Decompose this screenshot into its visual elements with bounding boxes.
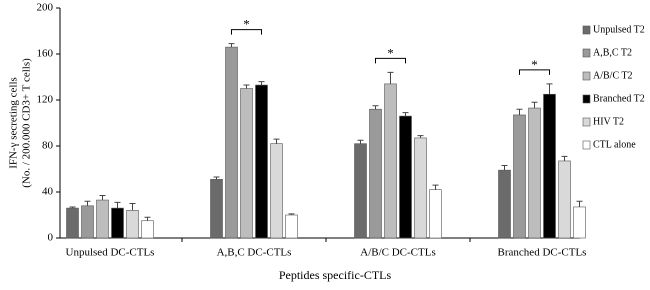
error-bar [561, 155, 568, 161]
error-bar [84, 200, 91, 206]
error-bar [114, 201, 121, 209]
bar [126, 210, 139, 239]
bar [210, 179, 223, 239]
y-tick-label: 160 [37, 48, 54, 60]
legend-label: Unpulsed T2 [593, 24, 645, 35]
legend-swatch [582, 48, 591, 58]
error-bar [531, 101, 538, 109]
y-tick-label: 120 [37, 94, 54, 106]
legend-swatch [582, 25, 591, 35]
error-bar [402, 112, 409, 117]
error-bar [99, 194, 106, 201]
significance-bracket [231, 29, 262, 35]
legend-label: A/B/C T2 [593, 70, 633, 81]
x-tick-label: Unpulsed DC-CTLs [66, 247, 155, 259]
bar [225, 46, 238, 239]
y-axis-label-line: IFN-γ secreting cells [8, 77, 20, 169]
y-tick-label: 200 [37, 2, 54, 14]
bar [513, 114, 526, 239]
bar [429, 189, 442, 239]
bar [558, 160, 571, 239]
error-bar [387, 71, 394, 84]
legend-label: Branched T2 [593, 93, 645, 104]
significance-mark: * [531, 57, 538, 72]
y-tick-label: 40 [42, 186, 54, 198]
bar [285, 214, 298, 239]
legend-swatch [582, 140, 591, 150]
bar [141, 220, 154, 239]
legend-swatch [582, 94, 591, 104]
error-bar [228, 43, 235, 48]
error-bar [516, 108, 523, 115]
error-bar [501, 165, 508, 171]
bar [414, 137, 427, 239]
error-bar [546, 83, 553, 95]
y-axis-label: IFN-γ secreting cells (No. / 200.000 CD3… [8, 58, 33, 188]
legend-swatch [582, 117, 591, 127]
bar [66, 207, 79, 239]
bar [240, 88, 253, 239]
x-tick-label: Branched DC-CTLs [498, 247, 587, 259]
bar [81, 205, 94, 239]
error-bar [273, 138, 280, 144]
x-axis-label: Peptides specific-CTLs [279, 268, 392, 282]
error-bar [69, 206, 76, 209]
error-bar [576, 200, 583, 207]
error-bar [243, 84, 250, 89]
error-bar [357, 139, 364, 144]
error-bar [258, 81, 265, 86]
legend-swatch [582, 71, 591, 81]
bar [573, 206, 586, 239]
significance-bracket [375, 57, 406, 64]
bar [354, 143, 367, 239]
significance-mark: * [387, 45, 394, 60]
significance-mark: * [243, 17, 250, 32]
legend-label: A,B,C T2 [593, 47, 632, 58]
bar [498, 169, 511, 239]
significance-bracket [519, 69, 550, 75]
bar [111, 207, 124, 239]
error-bar [417, 135, 424, 138]
y-tick-label: 0 [48, 232, 54, 244]
error-bar [213, 176, 220, 180]
error-bar [432, 184, 439, 190]
bar [270, 143, 283, 239]
x-tick-label: A,B,C DC-CTLs [217, 247, 292, 259]
error-bar [372, 105, 379, 110]
bar [369, 108, 382, 239]
error-bar [144, 216, 151, 221]
x-tick-label: A/B/C DC-CTLs [360, 247, 435, 259]
error-bar [288, 213, 295, 215]
error-bar [129, 203, 136, 211]
bar [528, 107, 541, 239]
legend-label: HIV T2 [593, 116, 624, 127]
bar [399, 115, 412, 239]
y-axis-label-line: (No. / 200.000 CD3+ T cells) [21, 58, 33, 188]
bar [543, 93, 556, 239]
y-tick-label: 80 [42, 140, 54, 152]
legend-label: CTL alone [593, 139, 636, 150]
bar [255, 84, 268, 239]
bar [384, 83, 397, 239]
bar [96, 199, 109, 239]
